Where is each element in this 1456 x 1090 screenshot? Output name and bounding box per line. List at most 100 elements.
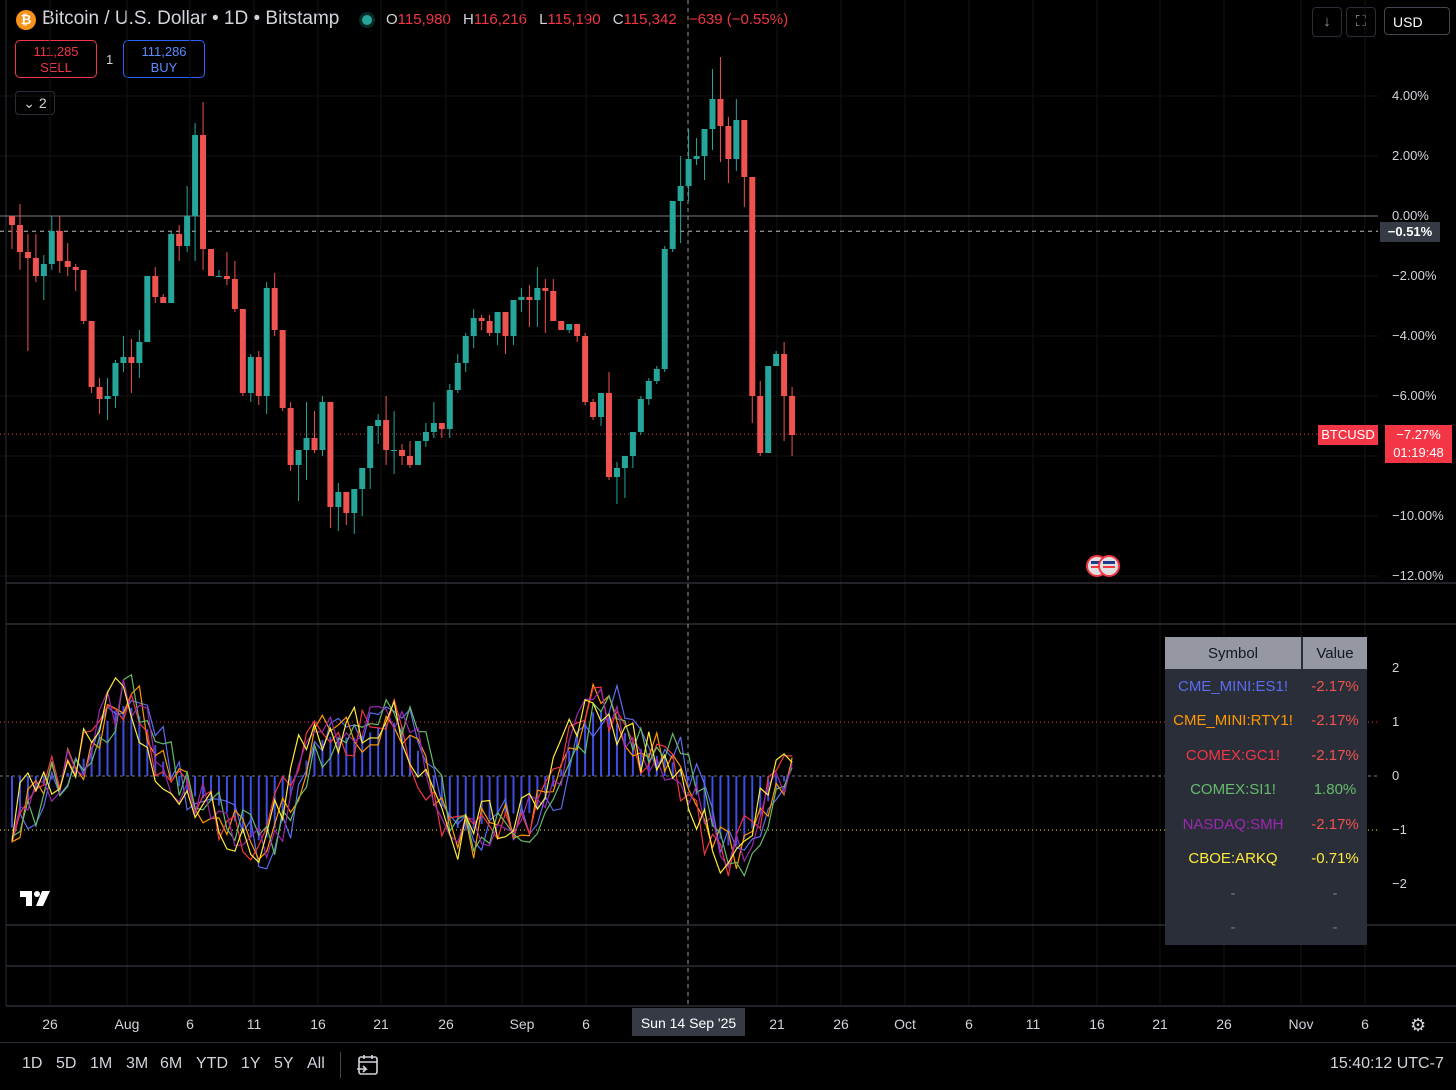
order-quantity[interactable]: 1 xyxy=(106,52,114,67)
candle-body xyxy=(96,387,103,399)
go-to-date-icon[interactable] xyxy=(355,1052,381,1078)
price-axis-tick: −4.00% xyxy=(1392,328,1437,343)
candle-body xyxy=(64,261,71,267)
osc-axis-tick: −2 xyxy=(1392,876,1407,891)
candle-body xyxy=(375,420,382,426)
time-axis-tick: Oct xyxy=(894,1016,916,1032)
legend-symbol: NASDAQ:SMH xyxy=(1165,807,1302,842)
btcusd-value: −7.27% xyxy=(1396,427,1441,442)
time-axis-tick: 11 xyxy=(1025,1016,1041,1032)
candle-body xyxy=(327,402,334,507)
candle-body xyxy=(40,264,47,276)
candle-body xyxy=(717,99,724,126)
candle-body xyxy=(558,321,565,330)
candle-body xyxy=(661,249,668,369)
candle-body xyxy=(502,312,509,336)
candle-body xyxy=(359,468,366,489)
tradingview-logo-icon[interactable] xyxy=(18,887,58,911)
range-button-6m[interactable]: 6M xyxy=(160,1055,183,1072)
candle-body xyxy=(486,321,493,333)
clock[interactable]: 15:40:12 UTC-7 xyxy=(1330,1055,1444,1072)
candle-body xyxy=(462,336,469,363)
candle-body xyxy=(574,324,581,336)
legend-symbol: - xyxy=(1165,910,1302,945)
bitcoin-logo-icon: ₿ xyxy=(16,10,36,30)
range-button-5y[interactable]: 5Y xyxy=(274,1055,294,1072)
candle-body xyxy=(335,492,342,507)
candle-body xyxy=(430,423,437,432)
event-markers xyxy=(1086,555,1120,577)
buy-button[interactable]: 111,286 BUY xyxy=(123,40,205,78)
candle-body xyxy=(407,456,413,465)
candle-body xyxy=(271,288,278,330)
range-button-1d[interactable]: 1D xyxy=(22,1055,43,1072)
sell-price: 111,285 xyxy=(33,44,79,59)
close-label: C xyxy=(612,11,624,28)
candle-body xyxy=(598,393,605,417)
candle-body xyxy=(542,288,549,291)
price-axis-tick: 0.00% xyxy=(1392,208,1429,223)
time-axis-tick: 11 xyxy=(246,1016,262,1032)
legend-symbol: - xyxy=(1165,876,1302,911)
change-value: −639 (−0.55%) xyxy=(688,11,789,28)
candle-body xyxy=(24,252,31,258)
candle-body xyxy=(263,288,270,396)
candle-body xyxy=(16,225,23,252)
range-button-1m[interactable]: 1M xyxy=(90,1055,113,1072)
range-button-5d[interactable]: 5D xyxy=(56,1055,77,1072)
candle-body xyxy=(215,276,222,277)
time-axis-tick: 21 xyxy=(769,1016,785,1032)
candle-body xyxy=(279,330,286,408)
candle-body xyxy=(685,159,692,186)
candle-body xyxy=(414,441,421,465)
range-button-ytd[interactable]: YTD xyxy=(196,1055,228,1072)
fullscreen-icon[interactable]: ⛶ xyxy=(1346,7,1376,37)
price-axis-tick: −10.00% xyxy=(1392,508,1444,523)
bottom-toolbar xyxy=(0,1042,1456,1090)
candle-body xyxy=(422,432,429,441)
candle-body xyxy=(168,234,175,303)
candle-body xyxy=(454,363,461,390)
crosshair-value-tag: −0.51% xyxy=(1380,222,1440,242)
candle-body xyxy=(88,321,95,387)
price-axis-tick: 4.00% xyxy=(1392,88,1429,103)
legend-row: COMEX:SI1! 1.80% xyxy=(1165,772,1367,807)
price-axis-tick: 2.00% xyxy=(1392,148,1429,163)
range-button-all[interactable]: All xyxy=(307,1055,325,1072)
legend-row: -- xyxy=(1165,876,1367,911)
legend-value: -2.17% xyxy=(1301,738,1367,773)
gear-icon[interactable]: ⚙ xyxy=(1410,1015,1427,1035)
download-icon[interactable]: ↓ xyxy=(1312,7,1342,37)
candle-body xyxy=(303,438,310,450)
candle-body xyxy=(765,366,772,453)
candle-body xyxy=(606,393,612,477)
currency-select[interactable]: USD xyxy=(1384,7,1450,35)
candle-body xyxy=(621,456,628,468)
oscillator-series xyxy=(0,673,1378,878)
candle-body xyxy=(733,120,740,159)
osc-line-5 xyxy=(11,679,793,869)
sell-button[interactable]: 111,285 SELL xyxy=(15,40,97,78)
candle-body xyxy=(184,216,191,246)
range-button-3m[interactable]: 3M xyxy=(126,1055,149,1072)
us-flag-icon xyxy=(1103,561,1115,564)
market-status-icon[interactable] xyxy=(362,15,372,25)
candle-body xyxy=(725,126,732,159)
candle-body xyxy=(9,216,15,225)
candle-body xyxy=(494,312,501,333)
candle-body xyxy=(343,492,350,513)
time-axis-tick: 6 xyxy=(1361,1016,1369,1032)
time-axis-tick: 6 xyxy=(186,1016,194,1032)
time-axis-tick: 26 xyxy=(438,1016,454,1032)
symbol-title[interactable]: Bitcoin / U.S. Dollar • 1D • Bitstamp xyxy=(42,8,340,29)
ohlc-readout: O115,980 H116,216 L115,190 C115,342 −639… xyxy=(386,11,796,28)
chart-canvas[interactable] xyxy=(0,0,1456,1010)
time-axis-tick: 26 xyxy=(1216,1016,1232,1032)
range-button-1y[interactable]: 1Y xyxy=(241,1055,261,1072)
collapse-indicators-button[interactable]: ⌄ 2 xyxy=(15,91,55,115)
legend-row: CME_MINI:RTY1! -2.17% xyxy=(1165,703,1367,738)
candle-body xyxy=(152,276,159,297)
legend-value: -2.17% xyxy=(1301,669,1367,704)
candle-body xyxy=(56,231,63,261)
col-value-header: Value xyxy=(1301,637,1367,669)
